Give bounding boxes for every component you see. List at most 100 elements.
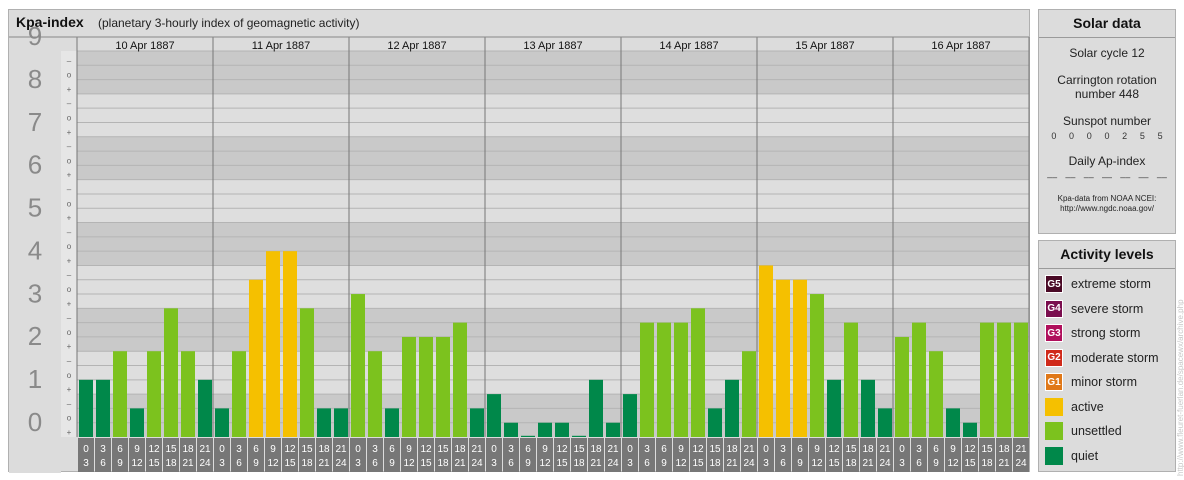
legend-swatch — [1045, 397, 1063, 416]
hour-label-cell — [724, 438, 740, 472]
sub-tick-mark: + — [67, 214, 72, 223]
kp-bar — [708, 408, 722, 437]
y-tick-label: 4 — [28, 235, 42, 265]
activity-levels-panel: Activity levels G5 extreme storm G4 severe … — [1038, 240, 1176, 472]
sunspot-value: 0 — [1086, 131, 1092, 141]
date-label: 11 Apr 1887 — [252, 40, 311, 52]
date-label: 15 Apr 1887 — [795, 40, 854, 52]
sub-tick-mark: – — [67, 56, 72, 65]
hour-end-label: 18 — [165, 458, 177, 469]
sunspot-value: 0 — [1051, 131, 1057, 141]
sub-tick-mark: + — [67, 385, 72, 394]
hour-end-label: 15 — [420, 458, 432, 469]
legend-label: strong storm — [1071, 326, 1141, 341]
kp-bar — [164, 308, 178, 437]
legend-item: G1 minor storm — [1039, 370, 1175, 395]
kp-bar — [844, 322, 858, 437]
ap-value: –– — [1156, 172, 1167, 182]
kp-band — [9, 351, 1029, 395]
hour-label-cell — [826, 438, 842, 472]
hour-label-cell — [503, 438, 519, 472]
y-tick-label: 7 — [28, 107, 42, 137]
hour-label-cell — [197, 438, 213, 472]
kp-bar — [198, 379, 212, 437]
hour-end-label: 3 — [491, 458, 497, 469]
kp-bar — [487, 394, 501, 437]
hour-label-cell — [605, 438, 621, 472]
kp-bar — [232, 351, 246, 437]
hour-start-label: 9 — [270, 444, 276, 455]
hour-start-label: 15 — [437, 444, 449, 455]
kp-band — [9, 265, 1029, 309]
solar-cycle: Solar cycle 12 — [1069, 46, 1145, 60]
hour-start-label: 18 — [726, 444, 738, 455]
hour-end-label: 9 — [389, 458, 395, 469]
hour-start-label: 18 — [182, 444, 194, 455]
kp-bar — [640, 322, 654, 437]
legend-item: unsettled — [1039, 419, 1175, 444]
kp-band — [9, 308, 1029, 352]
hour-end-label: 24 — [335, 458, 347, 469]
hour-start-label: 12 — [964, 444, 976, 455]
kp-bar — [946, 408, 960, 437]
hour-label-cell — [248, 438, 264, 472]
ap-value: –– — [1065, 172, 1076, 182]
kp-bar — [215, 408, 229, 437]
hour-end-label: 6 — [236, 458, 242, 469]
kp-bar — [997, 322, 1011, 437]
hour-label-cell — [418, 438, 434, 472]
hour-end-label: 6 — [916, 458, 922, 469]
date-header-band — [9, 37, 1029, 51]
sub-tick-mark: + — [67, 299, 72, 308]
hour-start-label: 6 — [933, 444, 939, 455]
kp-bar — [402, 336, 416, 437]
legend-swatch: G1 — [1045, 373, 1063, 392]
y-tick-label: 6 — [28, 150, 42, 180]
hour-label-cell — [129, 438, 145, 472]
sub-tick-mark: o — [67, 156, 72, 165]
sunspot-value: 0 — [1069, 131, 1075, 141]
hour-end-label: 21 — [318, 458, 330, 469]
hour-end-label: 9 — [525, 458, 531, 469]
watermark: http://www.fleuret-fuerlan.de/spacewx/ar… — [1176, 299, 1184, 476]
hour-end-label: 21 — [998, 458, 1010, 469]
hour-label-cell — [146, 438, 162, 472]
hour-label-cell — [282, 438, 298, 472]
date-label: 10 Apr 1887 — [115, 40, 174, 52]
source-url: http://www.ngdc.noaa.gov/ — [1060, 204, 1154, 213]
legend-label: quiet — [1071, 448, 1099, 463]
hour-label-cell — [78, 438, 94, 472]
sub-tick-mark: – — [67, 99, 72, 108]
kp-band — [9, 93, 1029, 137]
hour-end-label: 3 — [355, 458, 361, 469]
hour-label-cell — [571, 438, 587, 472]
kp-bar — [504, 422, 518, 437]
hour-start-label: 0 — [627, 444, 633, 455]
hour-label-cell — [214, 438, 230, 472]
sunspot-value: 2 — [1122, 131, 1128, 141]
sunspot-label: Sunspot number — [1062, 114, 1152, 128]
kp-band — [9, 136, 1029, 180]
hour-end-label: 12 — [675, 458, 687, 469]
hour-end-label: 21 — [454, 458, 466, 469]
hour-end-label: 21 — [590, 458, 602, 469]
hour-label-cell — [554, 438, 570, 472]
hour-start-label: 18 — [862, 444, 874, 455]
hour-start-label: 6 — [253, 444, 259, 455]
hour-start-label: 12 — [148, 444, 160, 455]
hour-start-label: 0 — [899, 444, 905, 455]
kp-bar — [912, 322, 926, 437]
hour-end-label: 18 — [709, 458, 721, 469]
kp-bar — [453, 322, 467, 437]
solar-data-title: Solar data — [1039, 10, 1175, 38]
hour-label-cell — [809, 438, 825, 472]
hour-end-label: 12 — [947, 458, 959, 469]
sub-tick-mark: – — [67, 228, 72, 237]
hour-end-label: 3 — [899, 458, 905, 469]
hour-label-cell — [112, 438, 128, 472]
sub-tick-mark: – — [67, 142, 72, 151]
legend-swatch — [1045, 446, 1063, 465]
legend-item: G2 moderate storm — [1039, 346, 1175, 371]
ap-value: –– — [1083, 172, 1094, 182]
hour-start-label: 12 — [828, 444, 840, 455]
